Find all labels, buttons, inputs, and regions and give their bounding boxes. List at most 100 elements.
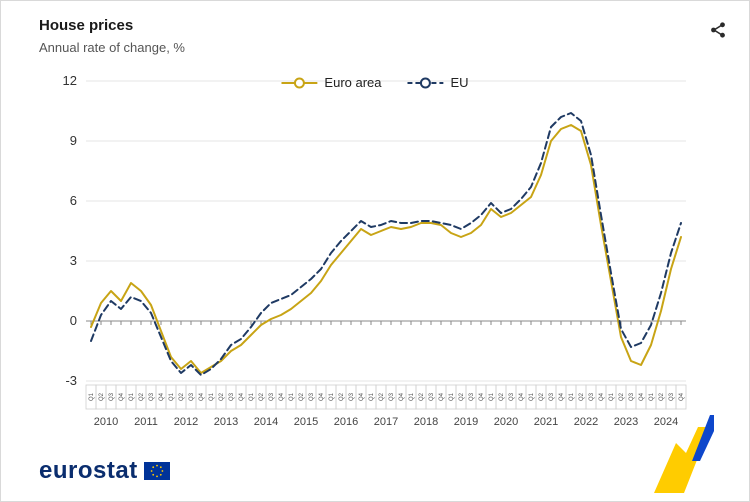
- legend-item-euro-area[interactable]: Euro area: [281, 75, 382, 90]
- series-euro-area-line: [90, 124, 682, 374]
- quarter-label: Q4: [399, 392, 405, 401]
- legend-label-euro-area: Euro area: [324, 75, 382, 90]
- quarter-label: Q2: [179, 392, 185, 401]
- euro-area-marker-icon: [281, 77, 318, 89]
- y-axis-label: 3: [70, 253, 77, 268]
- footer: eurostat: [39, 457, 170, 485]
- eu-flag-icon: [143, 462, 170, 480]
- quarter-label: Q2: [379, 392, 385, 401]
- y-axis-label: 6: [70, 193, 77, 208]
- quarter-label: Q4: [279, 392, 285, 401]
- quarter-label: Q1: [329, 392, 335, 401]
- quarter-label: Q1: [209, 392, 215, 401]
- quarter-label: Q3: [629, 392, 635, 401]
- quarter-label: Q1: [649, 392, 655, 401]
- quarter-label: Q2: [459, 392, 465, 401]
- year-label: 2023: [614, 416, 638, 428]
- quarter-label: Q1: [369, 392, 375, 401]
- quarter-label: Q4: [359, 392, 365, 401]
- quarter-label: Q4: [439, 392, 445, 401]
- quarter-label: Q2: [419, 392, 425, 401]
- quarter-label: Q3: [309, 392, 315, 401]
- quarter-label: Q3: [109, 392, 115, 401]
- quarter-label: Q1: [609, 392, 615, 401]
- year-label: 2019: [454, 416, 478, 428]
- quarter-label: Q1: [449, 392, 455, 401]
- quarter-label: Q4: [599, 392, 605, 401]
- quarter-label: Q4: [679, 392, 685, 401]
- eu-marker-icon: [407, 77, 444, 89]
- quarter-label: Q2: [659, 392, 665, 401]
- year-label: 2018: [414, 416, 438, 428]
- quarter-label: Q1: [569, 392, 575, 401]
- quarter-label: Q3: [269, 392, 275, 401]
- quarter-label: Q3: [549, 392, 555, 401]
- quarter-label: Q4: [559, 392, 565, 401]
- eurostat-logo: eurostat: [39, 457, 138, 484]
- quarter-label: Q3: [669, 392, 675, 401]
- year-label: 2024: [654, 416, 678, 428]
- legend-label-eu: EU: [450, 75, 469, 90]
- quarter-label: Q2: [99, 392, 105, 401]
- year-label: 2017: [374, 416, 398, 428]
- share-icon: [711, 22, 725, 38]
- year-label: 2010: [94, 416, 118, 428]
- quarter-label: Q4: [519, 392, 525, 401]
- quarter-label: Q3: [349, 392, 355, 401]
- quarter-label: Q4: [119, 392, 125, 401]
- quarter-label: Q3: [469, 392, 475, 401]
- quarter-label: Q1: [169, 392, 175, 401]
- quarter-label: Q2: [499, 392, 505, 401]
- page-title: House prices: [39, 17, 134, 34]
- quarter-label: Q1: [249, 392, 255, 401]
- quarter-label: Q2: [219, 392, 225, 401]
- quarter-label: Q4: [239, 392, 245, 401]
- quarter-label: Q1: [409, 392, 415, 401]
- quarter-label: Q3: [589, 392, 595, 401]
- quarter-label: Q4: [639, 392, 645, 401]
- series-eu-line: [90, 112, 682, 376]
- legend-item-eu[interactable]: EU: [407, 75, 469, 90]
- quarter-label: Q4: [159, 392, 165, 401]
- chart-legend: Euro area EU: [281, 75, 469, 90]
- year-label: 2011: [134, 416, 158, 428]
- quarter-label: Q3: [229, 392, 235, 401]
- quarter-label: Q1: [129, 392, 135, 401]
- quarter-label: Q1: [89, 392, 95, 401]
- quarter-label: Q3: [509, 392, 515, 401]
- year-label: 2020: [494, 416, 518, 428]
- quarter-label: Q2: [259, 392, 265, 401]
- chart-subtitle: Annual rate of change, %: [39, 40, 185, 55]
- y-axis-label: 12: [63, 73, 77, 88]
- line-chart: -3 0 3 6 9 12 Q1 Q2 Q3 Q4 Q1 Q2 Q3 Q4 Q1 Q2 Q3 Q4 Q1 Q2 Q3 Q4…: [63, 73, 687, 428]
- year-label: 2015: [294, 416, 318, 428]
- y-axis-label: 0: [70, 313, 77, 328]
- chart-header: House prices Annual rate of change, %: [1, 1, 749, 59]
- quarter-cell: [675, 384, 687, 410]
- quarter-label: Q1: [529, 392, 535, 401]
- year-label: 2013: [214, 416, 238, 428]
- quarter-label: Q2: [579, 392, 585, 401]
- quarter-label: Q2: [339, 392, 345, 401]
- quarter-label: Q4: [199, 392, 205, 401]
- quarter-label: Q4: [479, 392, 485, 401]
- share-button[interactable]: [705, 17, 731, 43]
- year-label: 2014: [254, 416, 278, 428]
- quarter-label: Q2: [139, 392, 145, 401]
- quarter-label: Q2: [619, 392, 625, 401]
- year-label: 2016: [334, 416, 358, 428]
- title-block: House prices Annual rate of change, %: [39, 17, 185, 55]
- quarter-label: Q2: [299, 392, 305, 401]
- quarter-label: Q4: [319, 392, 325, 401]
- y-axis-label: 9: [70, 133, 77, 148]
- year-label: 2012: [174, 416, 198, 428]
- quarter-label: Q3: [189, 392, 195, 401]
- quarter-label: Q2: [539, 392, 545, 401]
- quarter-label: Q1: [289, 392, 295, 401]
- quarter-label: Q3: [149, 392, 155, 401]
- quarter-label: Q3: [389, 392, 395, 401]
- y-axis-label: -3: [65, 373, 77, 388]
- year-label: 2021: [534, 416, 558, 428]
- quarter-label: Q1: [489, 392, 495, 401]
